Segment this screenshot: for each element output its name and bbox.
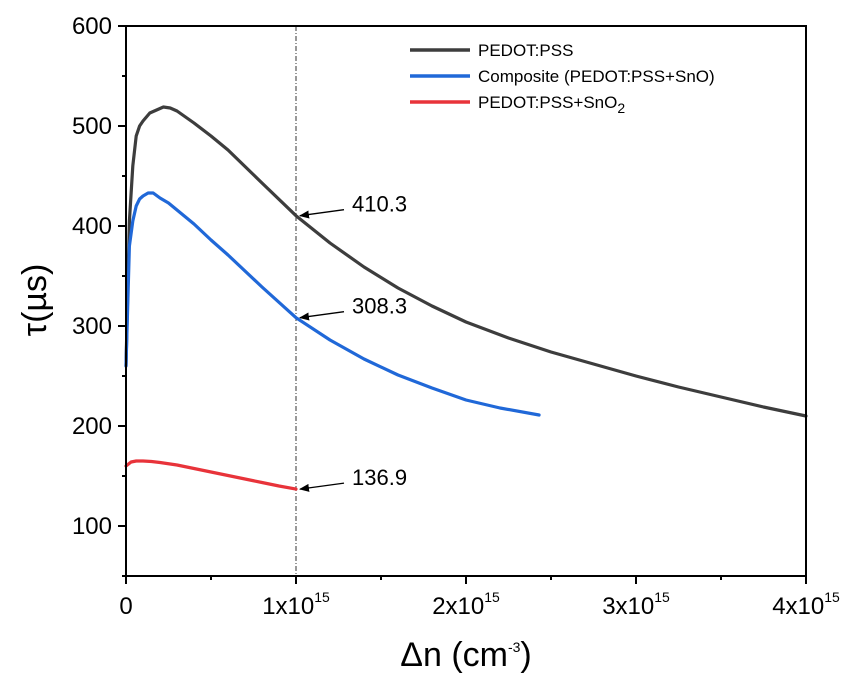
- legend: PEDOT:PSS Composite (PEDOT:PSS+SnO) PEDOT:…: [410, 41, 715, 116]
- y-tick-label: 200: [72, 413, 112, 440]
- x-axis-title-close: ): [520, 636, 531, 674]
- y-tick-label: 300: [72, 313, 112, 340]
- y-axis-title: τ(µs): [16, 264, 54, 337]
- y-tick-label: 100: [72, 513, 112, 540]
- y-tick-label: 600: [72, 13, 112, 40]
- series-line-3: [124, 459, 298, 491]
- series-line-1: [124, 105, 808, 418]
- x-tick-label: 3x1015: [602, 589, 670, 620]
- x-tick-label: 1x1015: [262, 589, 330, 620]
- legend-label-1: PEDOT:PSS: [478, 41, 573, 60]
- annotation-label: 308.3: [352, 294, 407, 319]
- plot-frame: [125, 25, 807, 577]
- annotation-arrow: [299, 311, 345, 321]
- legend-label-2: Composite (PEDOT:PSS+SnO): [478, 67, 715, 86]
- x-tick-label: 0: [119, 593, 132, 620]
- x-axis-title: Δn (cm-3): [400, 636, 532, 674]
- legend-label-3: PEDOT:PSS+SnO2: [478, 93, 625, 116]
- series-line-2: [124, 191, 541, 417]
- x-axis-title-main: Δn (cm: [400, 636, 508, 674]
- y-tick-label: 500: [72, 113, 112, 140]
- x-axis-title-exp: -3: [508, 639, 521, 655]
- x-tick-label: 4x1015: [772, 589, 840, 620]
- annotation-label: 410.3: [352, 192, 407, 217]
- x-tick-label: 2x1015: [432, 589, 500, 620]
- annotation-label: 136.9: [352, 465, 407, 490]
- annotation-arrow: [299, 209, 345, 219]
- y-tick-label: 400: [72, 213, 112, 240]
- annotation-arrow: [299, 482, 345, 492]
